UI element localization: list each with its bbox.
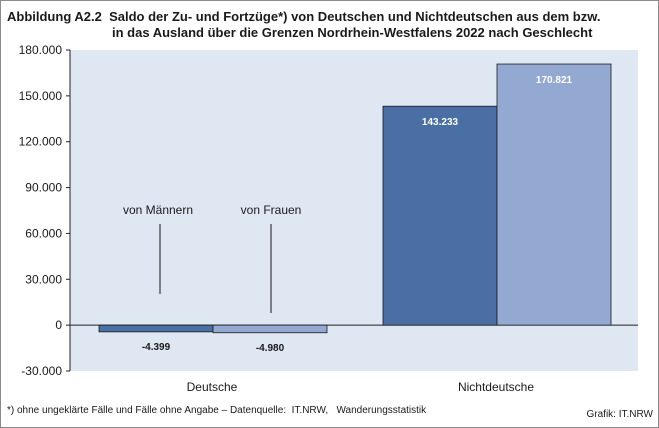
- x-category-label: Nichtdeutsche: [458, 380, 534, 394]
- figure-number: Abbildung A2.2: [7, 9, 102, 24]
- y-tick-label: 30.000: [25, 272, 62, 286]
- annotation-label: von Frauen: [241, 203, 302, 217]
- y-tick-label: -30.000: [21, 364, 62, 378]
- chart-title-text: Saldo der Zu- und Fortzüge*) von Deutsch…: [109, 9, 601, 24]
- chart-title-line2: in das Ausland über die Grenzen Nordrhei…: [112, 25, 593, 40]
- chart-title-line1: Abbildung A2.2 Saldo der Zu- und Fortzüg…: [7, 9, 600, 24]
- y-tick-label: 0: [55, 318, 62, 332]
- data-label: -4.399: [142, 342, 171, 353]
- bar: [98, 324, 214, 333]
- data-label: 170.821: [536, 75, 573, 86]
- annotation-label: von Männern: [123, 203, 193, 217]
- y-tick-label: 90.000: [25, 181, 62, 195]
- source-credit: Grafik: IT.NRW: [586, 409, 653, 420]
- x-category-label: Deutsche: [187, 380, 238, 394]
- footnote: *) ohne ungeklärte Fälle und Fälle ohne …: [7, 405, 427, 416]
- bar: [382, 105, 498, 326]
- data-label: 143.233: [422, 117, 459, 128]
- bar: [496, 63, 612, 326]
- bar: [212, 324, 328, 334]
- bar-chart: -30.000 0 30.000 60.000 90.000 120.000 150.000…: [19, 43, 638, 394]
- data-label: -4.980: [256, 343, 285, 354]
- y-tick-label: 180.000: [19, 43, 63, 57]
- y-tick-label: 60.000: [25, 226, 62, 240]
- y-tick-label: 150.000: [19, 89, 63, 103]
- y-tick-label: 120.000: [19, 135, 63, 149]
